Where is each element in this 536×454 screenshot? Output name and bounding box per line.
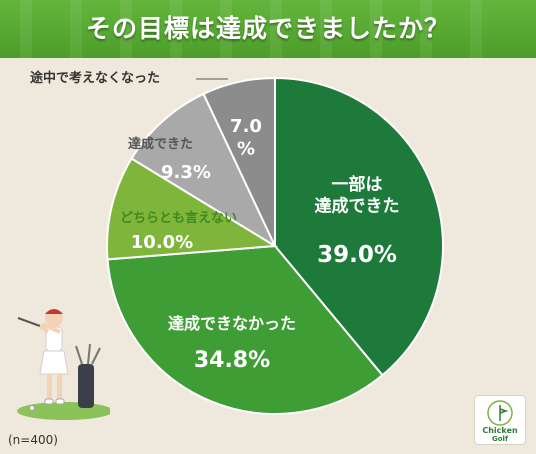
logo-line-1: Chicken bbox=[482, 426, 518, 435]
chart-title: その目標は達成できましたか？ bbox=[85, 14, 450, 43]
slice-value-2: 34.8% bbox=[194, 348, 270, 373]
pie-slice-4 bbox=[130, 92, 278, 249]
pie-slice-3 bbox=[106, 157, 279, 261]
chicken-golf-logo: Chicken Golf bbox=[474, 395, 526, 445]
slice-value-4: 9.3% bbox=[161, 162, 211, 183]
slice-value-3: 10.0% bbox=[131, 232, 193, 253]
golfer-illustration bbox=[17, 309, 110, 420]
pie-slice-5 bbox=[202, 76, 276, 247]
sample-size-note: (n=400) bbox=[8, 433, 58, 447]
slice-value-1: 39.0% bbox=[317, 242, 397, 268]
pie-slice-1 bbox=[274, 76, 444, 377]
pie-slice-2 bbox=[106, 244, 384, 415]
title-banner: その目標は達成できましたか？ bbox=[0, 0, 536, 58]
slice-label-3: どちらとも言えない bbox=[120, 210, 237, 226]
logo-line-2: Golf bbox=[492, 435, 509, 443]
slice-label-5: 途中で考えなくなった bbox=[30, 70, 160, 86]
slice-value-5: 7.0% bbox=[230, 116, 262, 160]
slice-label-2: 達成できなかった bbox=[168, 314, 296, 333]
chicken-golf-logo-mark: Chicken Golf bbox=[482, 400, 518, 443]
slice-label-1: 一部は達成できた bbox=[315, 174, 400, 216]
slice-label-4: 達成できた bbox=[128, 136, 193, 152]
